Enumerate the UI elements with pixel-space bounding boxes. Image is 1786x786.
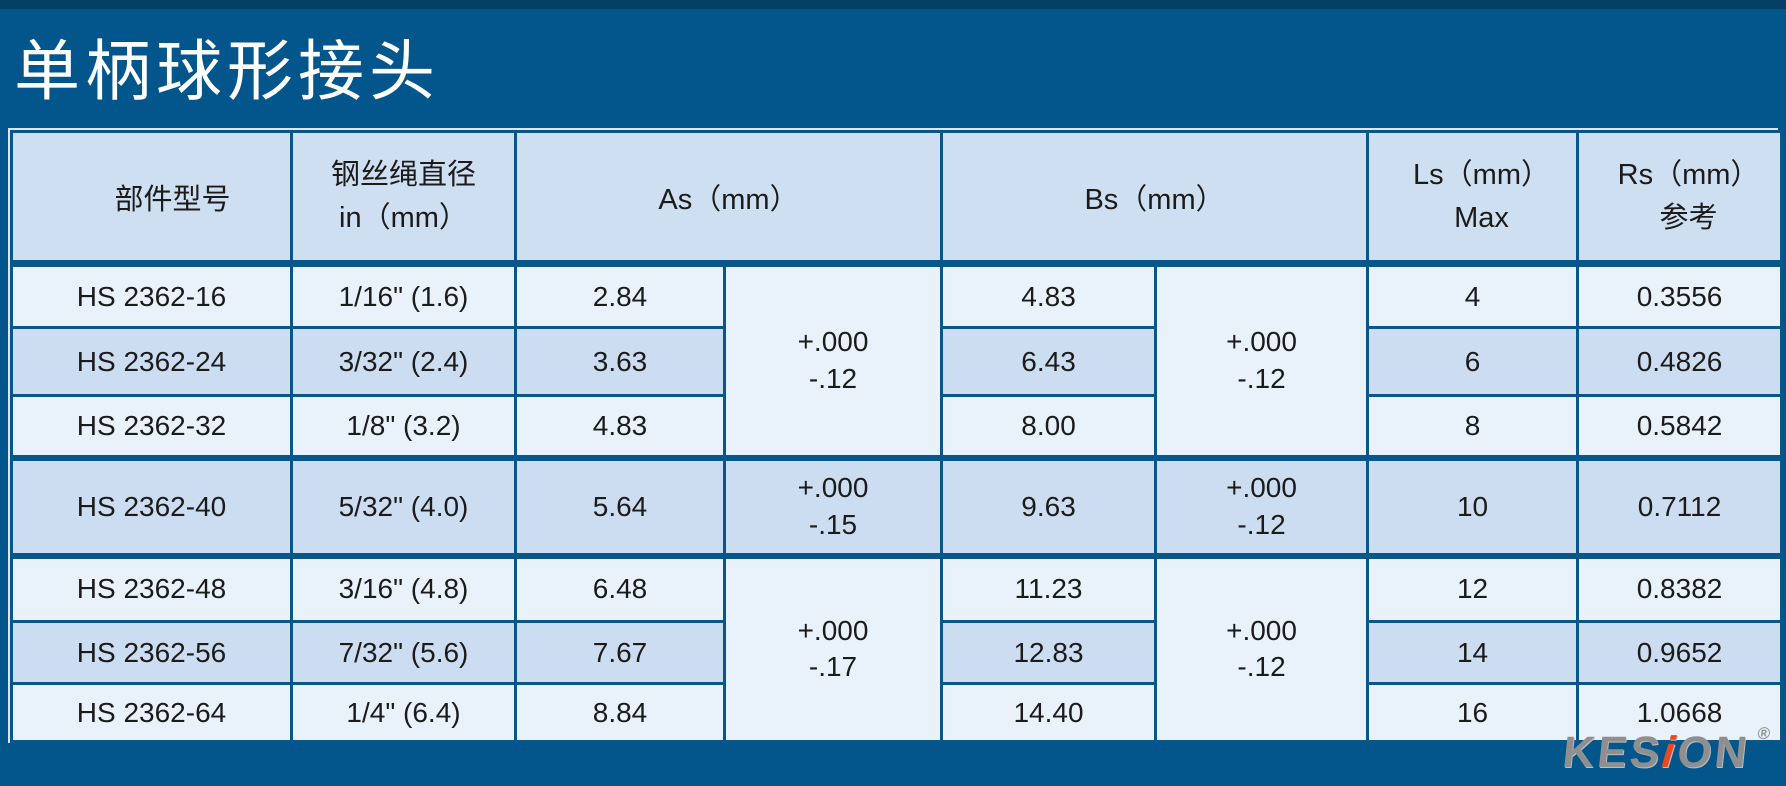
cell-bs: 8.00 <box>940 394 1158 459</box>
header-row: 部件型号 钢丝绳直径 in（mm） As（mm） Bs（mm） Ls（mm） M… <box>10 130 1784 267</box>
tolerance-minus: -.17 <box>808 651 858 683</box>
header-ls-line2: Max <box>1454 201 1509 234</box>
cell-as: 3.63 <box>514 326 726 397</box>
cell-as: 8.84 <box>514 682 726 743</box>
cell-bs: 11.23 <box>940 552 1158 623</box>
tolerance-plus: +.000 <box>1226 472 1297 504</box>
header-diameter: 钢丝绳直径 in（mm） <box>290 130 517 267</box>
cell-ls: 16 <box>1366 682 1580 743</box>
tolerance-plus: +.000 <box>797 326 869 358</box>
cell-diameter: 1/4" (6.4) <box>290 682 517 743</box>
table-row: HS 2362-48 3/16" (4.8) 6.48 +.000 -.17 1… <box>10 552 1784 743</box>
cell-bs: 4.83 <box>940 262 1158 329</box>
cell-rs: 0.5842 <box>1576 394 1784 459</box>
cell-model: HS 2362-24 <box>10 326 293 397</box>
cell-as: 6.48 <box>514 552 726 623</box>
header-rs-line2: 参考 <box>1659 201 1718 234</box>
tolerance-plus: +.000 <box>797 614 869 646</box>
cell-as: 5.64 <box>514 454 726 557</box>
cell-diameter: 1/16" (1.6) <box>290 262 517 329</box>
cell-bs-tolerance-group1: +.000 -.12 <box>1154 262 1370 459</box>
cell-as-tolerance-group1: +.000 -.12 <box>722 262 944 459</box>
cell-model: HS 2362-16 <box>10 262 293 329</box>
tolerance-plus: +.000 <box>797 472 869 504</box>
cell-rs: 0.4826 <box>1576 326 1784 397</box>
cell-diameter: 3/16" (4.8) <box>290 552 517 623</box>
header-ls: Ls（mm） Max <box>1366 130 1580 267</box>
cell-model: HS 2362-56 <box>10 620 293 685</box>
tolerance-minus: -.12 <box>1237 362 1286 394</box>
cell-as: 2.84 <box>514 262 726 329</box>
cell-ls: 8 <box>1366 394 1580 459</box>
kesion-watermark-logo: KESiON ® <box>1560 724 1771 778</box>
header-diameter-line2: in（mm） <box>339 201 468 234</box>
tolerance-minus: -.15 <box>808 508 858 540</box>
tolerance-plus: +.000 <box>1226 614 1297 646</box>
table-row: HS 2362-16 1/16" (1.6) 2.84 +.000 -.12 4… <box>10 262 1784 459</box>
tolerance-minus: -.12 <box>1237 651 1286 683</box>
cell-model: HS 2362-32 <box>10 394 293 459</box>
header-rs: Rs（mm） 参考 <box>1576 130 1784 267</box>
header-model: 部件型号 <box>10 130 293 267</box>
top-strip <box>0 0 1786 9</box>
header-bs: Bs（mm） <box>940 130 1370 267</box>
table-row: HS 2362-24 3/32" (2.4) 3.63 6.43 6 0.482… <box>10 326 1784 397</box>
table-row: HS 2362-40 5/32" (4.0) 5.64 +.000 -.15 9… <box>10 454 1784 557</box>
cell-rs: 0.3556 <box>1576 262 1784 329</box>
cell-as-tolerance-group2: +.000 -.15 <box>722 454 944 557</box>
header-ls-line1: Ls（mm） <box>1413 159 1550 192</box>
cell-diameter: 7/32" (5.6) <box>290 620 517 685</box>
cell-ls: 4 <box>1366 262 1580 329</box>
cell-ls: 6 <box>1366 326 1580 397</box>
cell-as-tolerance-group3: +.000 -.17 <box>722 552 944 743</box>
table-row: HS 2362-56 7/32" (5.6) 7.67 12.83 14 0.9… <box>10 620 1784 685</box>
cell-bs-tolerance-group2: +.000 -.12 <box>1154 454 1370 557</box>
spec-table: 部件型号 钢丝绳直径 in（mm） As（mm） Bs（mm） Ls（mm） M… <box>10 130 1784 743</box>
tolerance-minus: -.12 <box>1237 508 1286 540</box>
cell-model: HS 2362-64 <box>10 682 293 743</box>
registered-trademark-icon: ® <box>1756 724 1771 743</box>
table-row: HS 2362-32 1/8" (3.2) 4.83 8.00 8 0.5842 <box>10 394 1784 459</box>
header-diameter-line1: 钢丝绳直径 <box>330 159 476 192</box>
cell-model: HS 2362-40 <box>10 454 293 557</box>
watermark-text: KES <box>1560 728 1665 777</box>
cell-bs: 12.83 <box>940 620 1158 685</box>
cell-diameter: 5/32" (4.0) <box>290 454 517 557</box>
cell-rs: 0.9652 <box>1576 620 1784 685</box>
cell-rs: 0.7112 <box>1576 454 1784 557</box>
cell-rs: 1.0668 <box>1576 682 1784 743</box>
cell-rs: 0.8382 <box>1576 552 1784 623</box>
cell-as: 4.83 <box>514 394 726 459</box>
cell-bs: 14.40 <box>940 682 1158 743</box>
cell-diameter: 1/8" (3.2) <box>290 394 517 459</box>
cell-diameter: 3/32" (2.4) <box>290 326 517 397</box>
cell-bs: 9.63 <box>940 454 1158 557</box>
cell-as: 7.67 <box>514 620 726 685</box>
cell-ls: 10 <box>1366 454 1580 557</box>
table-row: HS 2362-64 1/4" (6.4) 8.84 14.40 16 1.06… <box>10 682 1784 743</box>
cell-model: HS 2362-48 <box>10 552 293 623</box>
cell-ls: 12 <box>1366 552 1580 623</box>
tolerance-minus: -.12 <box>808 362 858 394</box>
watermark-text: ON <box>1674 728 1752 777</box>
cell-bs: 6.43 <box>940 326 1158 397</box>
spec-table-container: 部件型号 钢丝绳直径 in（mm） As（mm） Bs（mm） Ls（mm） M… <box>8 128 1784 743</box>
header-as: As（mm） <box>513 130 944 267</box>
cell-bs-tolerance-group3: +.000 -.12 <box>1154 552 1370 743</box>
header-rs-line1: Rs（mm） <box>1617 159 1760 192</box>
tolerance-plus: +.000 <box>1226 326 1297 358</box>
cell-ls: 14 <box>1366 620 1580 685</box>
page-title: 单柄球形接头 <box>14 36 440 109</box>
